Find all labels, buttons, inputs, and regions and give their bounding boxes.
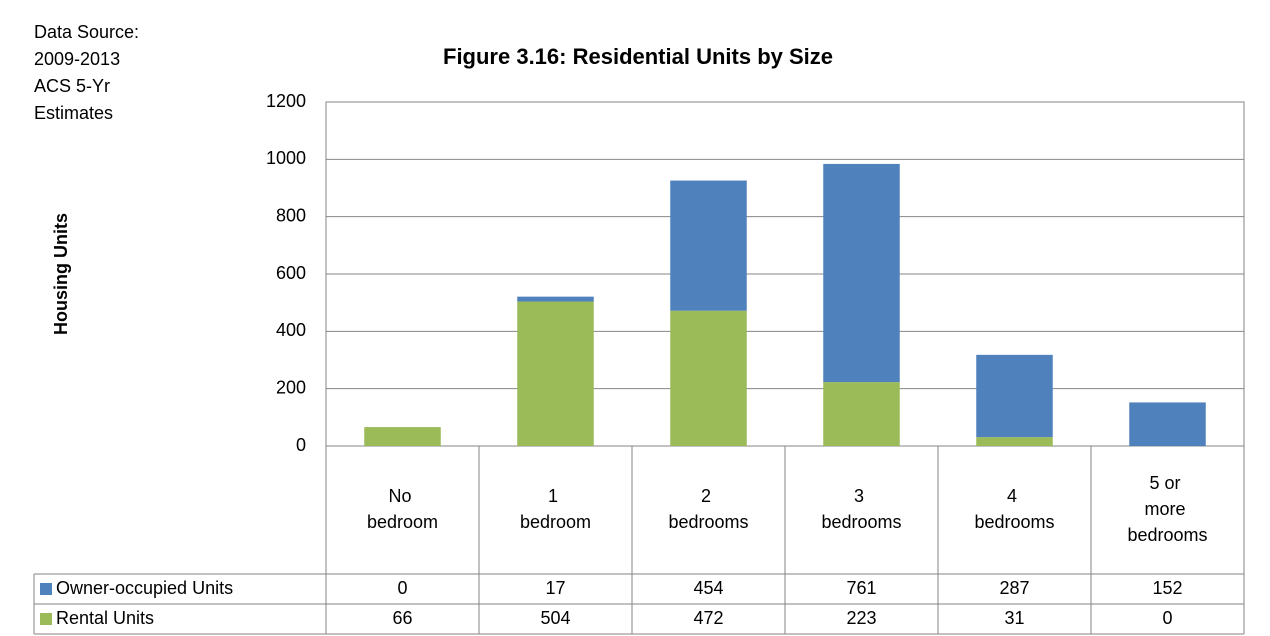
bar bbox=[517, 296, 594, 302]
table-value: 761 bbox=[846, 578, 876, 598]
category-label: No bedroom bbox=[367, 486, 438, 532]
legend-swatch bbox=[40, 613, 52, 625]
y-tick-label: 1200 bbox=[266, 91, 306, 111]
bar bbox=[976, 354, 1053, 438]
y-tick-label: 0 bbox=[296, 435, 306, 455]
legend-swatch bbox=[40, 583, 52, 595]
bar bbox=[670, 180, 747, 311]
table-value: 223 bbox=[846, 608, 876, 628]
y-axis-title: Housing Units bbox=[51, 213, 71, 335]
legend-label: Owner-occupied Units bbox=[56, 578, 233, 598]
table-value: 66 bbox=[392, 608, 412, 628]
y-tick-label: 1000 bbox=[266, 148, 306, 168]
source-note: Estimates bbox=[34, 103, 113, 123]
chart-title: Figure 3.16: Residential Units by Size bbox=[443, 44, 833, 69]
table-value: 454 bbox=[693, 578, 723, 598]
table-value: 0 bbox=[397, 578, 407, 598]
table-value: 504 bbox=[540, 608, 570, 628]
table-value: 17 bbox=[545, 578, 565, 598]
source-note: 2009-2013 bbox=[34, 49, 120, 69]
category-label: 1 bedroom bbox=[520, 486, 591, 532]
legend-label: Rental Units bbox=[56, 608, 154, 628]
category-label: 3 bedrooms bbox=[821, 486, 901, 532]
y-tick-label: 400 bbox=[276, 320, 306, 340]
table-value: 472 bbox=[693, 608, 723, 628]
bar bbox=[823, 163, 900, 383]
table-value: 31 bbox=[1004, 608, 1024, 628]
table-value: 152 bbox=[1152, 578, 1182, 598]
bar bbox=[517, 301, 594, 446]
bar bbox=[1129, 402, 1206, 446]
category-label: 4 bedrooms bbox=[974, 486, 1054, 532]
y-tick-label: 800 bbox=[276, 205, 306, 225]
y-tick-label: 600 bbox=[276, 263, 306, 283]
category-label: 2 bedrooms bbox=[668, 486, 748, 532]
source-note: Data Source: bbox=[34, 22, 139, 42]
bar bbox=[976, 437, 1053, 446]
bar bbox=[364, 427, 441, 446]
source-note: ACS 5-Yr bbox=[34, 76, 110, 96]
bar bbox=[823, 382, 900, 446]
table-value: 0 bbox=[1162, 608, 1172, 628]
category-label: 5 or more bedrooms bbox=[1127, 473, 1207, 545]
table-value: 287 bbox=[999, 578, 1029, 598]
y-tick-label: 200 bbox=[276, 377, 306, 397]
bar bbox=[670, 310, 747, 446]
